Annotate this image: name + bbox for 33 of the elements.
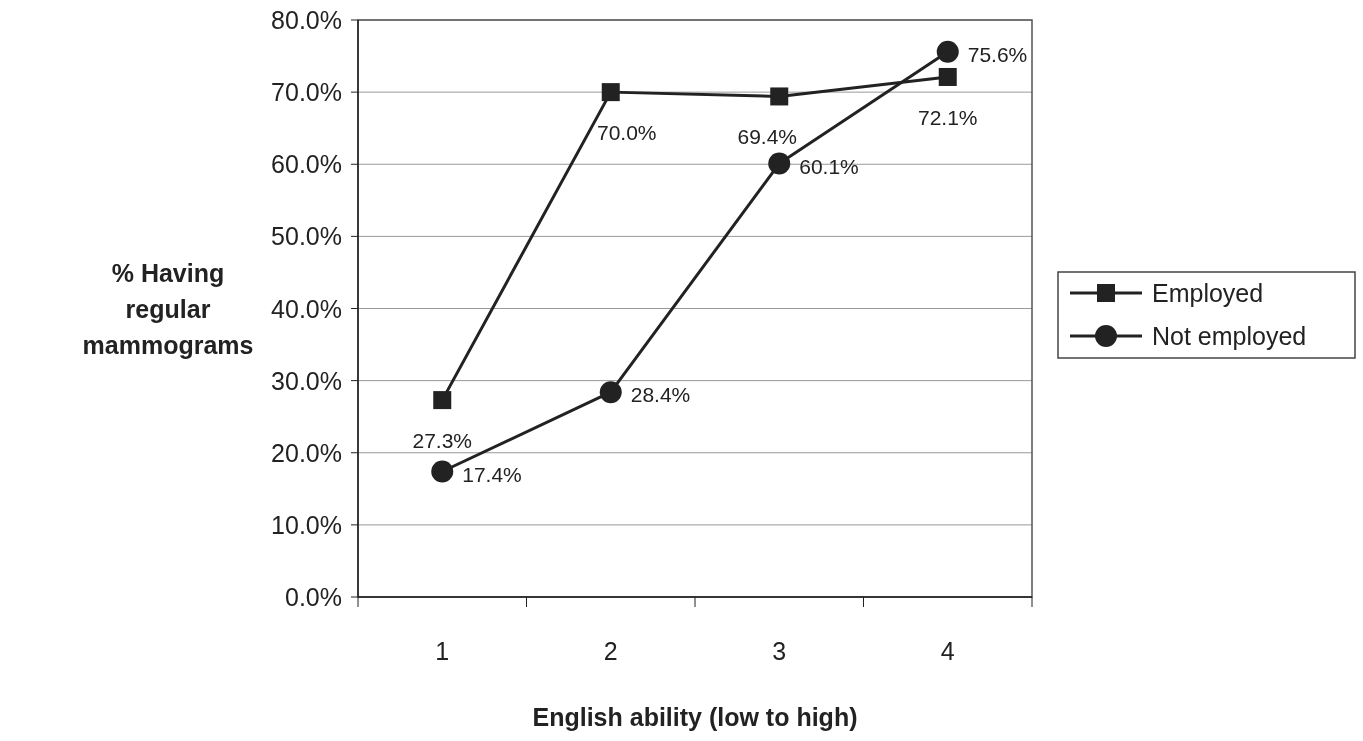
- data-label: 17.4%: [462, 462, 522, 486]
- x-tick-label: 1: [435, 637, 450, 665]
- point: [938, 67, 957, 86]
- x-tick-label: 4: [940, 637, 955, 665]
- y-tick-label: 30.0%: [271, 366, 342, 395]
- data-label: 28.4%: [630, 383, 691, 407]
- data-label: 75.6%: [967, 42, 1028, 66]
- data-label: 60.1%: [799, 154, 859, 178]
- y-tick-label: 50.0%: [271, 222, 342, 251]
- point: [431, 460, 454, 483]
- data-label: 72.1%: [917, 105, 978, 129]
- y-tick-label: 10.0%: [271, 510, 342, 539]
- y-tick-label: 70.0%: [271, 78, 342, 107]
- x-tick-label: 2: [603, 637, 618, 665]
- point: [601, 83, 620, 102]
- x-axis-title: English ability (low to high): [532, 703, 858, 731]
- y-tick-label: 60.0%: [271, 150, 342, 179]
- y-axis-title: % Having regular mammograms: [82, 259, 254, 359]
- x-tick-label: 3: [772, 637, 787, 665]
- data-label: 69.4%: [737, 125, 798, 149]
- data-label: 70.0%: [596, 121, 657, 145]
- y-tick-label: 40.0%: [271, 294, 342, 323]
- point: [433, 391, 452, 410]
- legend-label: Not employed: [1152, 322, 1307, 350]
- point: [770, 87, 789, 106]
- data-label: 27.3%: [412, 429, 473, 453]
- point: [936, 40, 959, 63]
- y-tick-label: 20.0%: [271, 438, 342, 467]
- point: [768, 152, 791, 175]
- point: [599, 381, 622, 404]
- y-tick-label: 0.0%: [285, 583, 342, 611]
- legend-label: Employed: [1152, 279, 1264, 307]
- y-tick-label: 80.0%: [271, 6, 342, 34]
